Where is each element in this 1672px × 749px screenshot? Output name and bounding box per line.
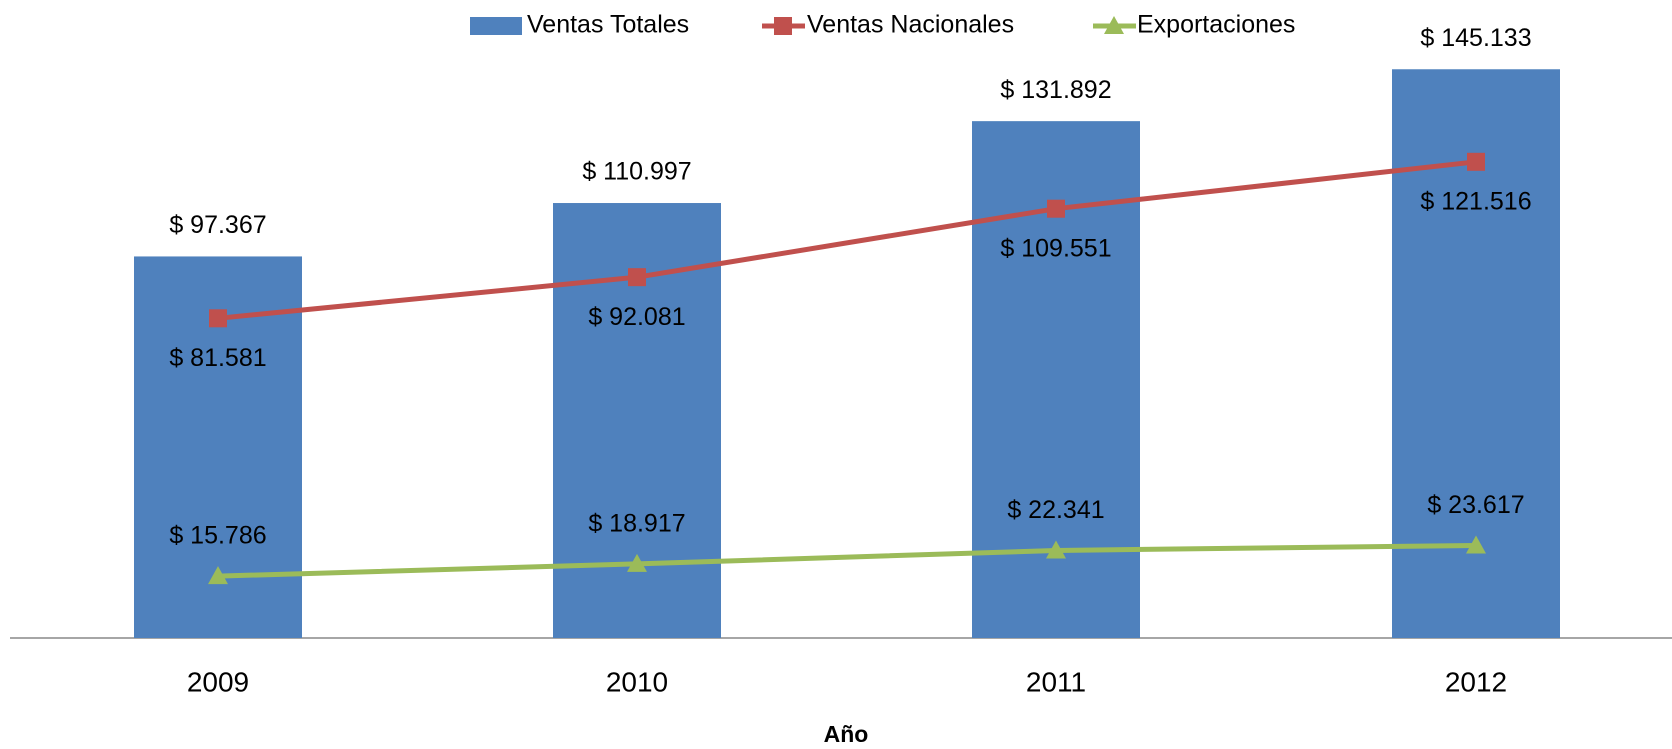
marker xyxy=(209,309,227,328)
data-label: $ 15.786 xyxy=(169,522,266,550)
x-tick-label: 2012 xyxy=(1445,666,1507,697)
data-label: $ 109.551 xyxy=(1000,234,1111,262)
data-label: $ 145.133 xyxy=(1420,24,1531,52)
data-label: $ 22.341 xyxy=(1007,496,1104,524)
legend-marker xyxy=(1104,16,1124,34)
x-tick-label: 2011 xyxy=(1026,666,1086,697)
data-label: $ 81.581 xyxy=(169,344,266,372)
data-label: $ 92.081 xyxy=(588,303,685,331)
line xyxy=(217,542,1477,579)
x-tick-label: 2009 xyxy=(187,666,249,697)
legend-label: Ventas Totales xyxy=(527,11,689,39)
data-label: $ 121.516 xyxy=(1420,187,1531,215)
marker xyxy=(1466,535,1486,554)
x-tick-label: 2010 xyxy=(606,666,668,697)
data-label: $ 23.617 xyxy=(1427,491,1524,519)
x-axis-title: Año xyxy=(824,721,869,747)
line xyxy=(217,159,1477,321)
marker xyxy=(627,553,647,572)
data-label: $ 18.917 xyxy=(588,509,685,537)
marker xyxy=(1046,540,1066,559)
marker xyxy=(1467,152,1485,171)
data-label: $ 110.997 xyxy=(582,158,691,186)
legend-marker xyxy=(774,17,792,35)
legend-label: Exportaciones xyxy=(1137,11,1295,39)
marker xyxy=(208,566,228,585)
legend-label: Ventas Nacionales xyxy=(807,11,1014,39)
legend-swatch xyxy=(470,17,522,35)
data-label: $ 131.892 xyxy=(1000,76,1111,104)
data-label: $ 97.367 xyxy=(169,211,266,239)
marker xyxy=(1047,199,1065,218)
bar xyxy=(972,121,1140,639)
marker xyxy=(628,268,646,287)
